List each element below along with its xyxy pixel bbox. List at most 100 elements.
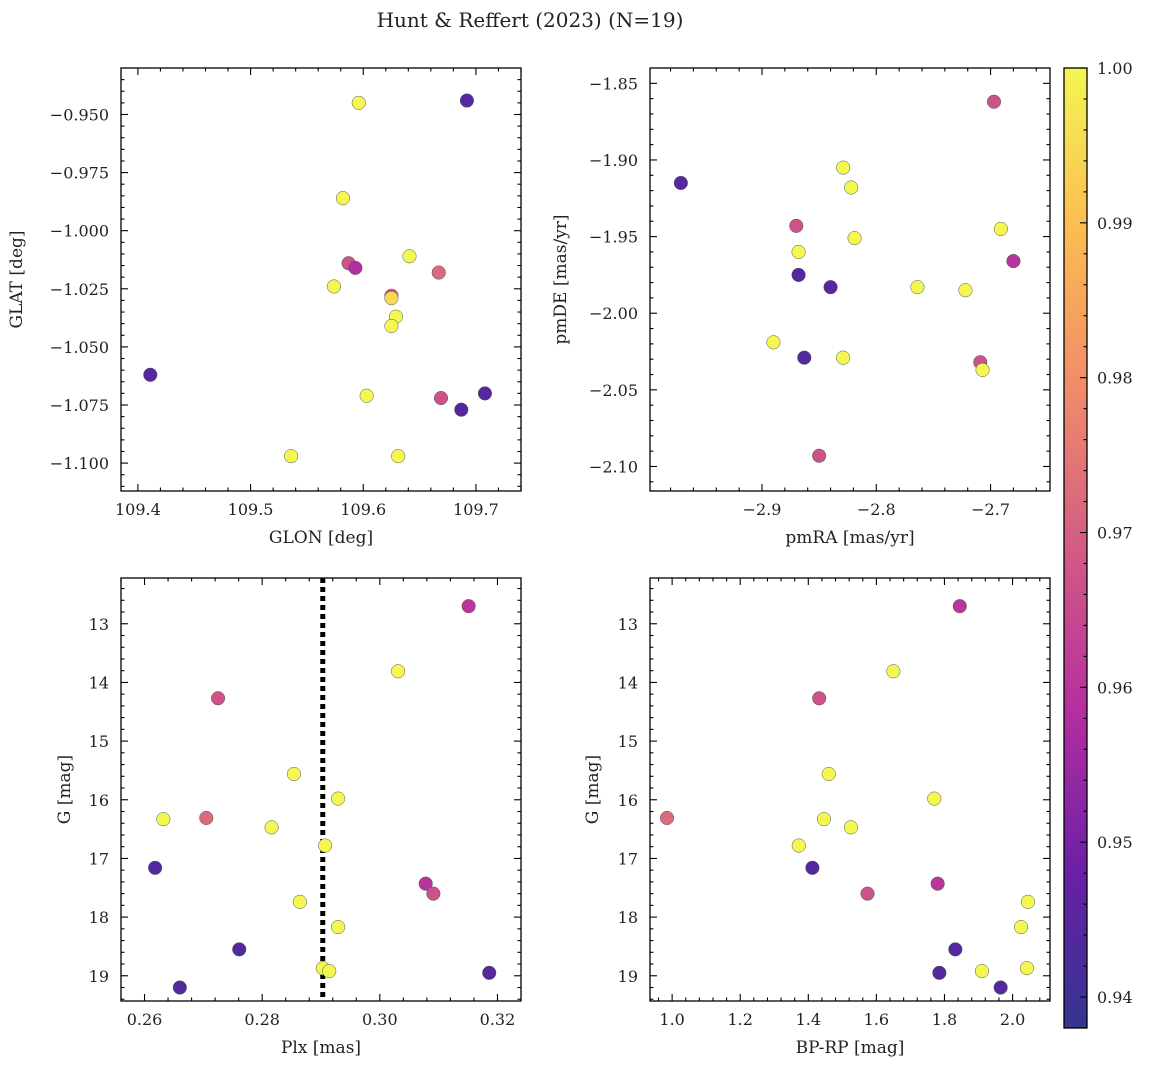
scatter-point [391,449,406,464]
panel-plx-g: 0.26 0.28 0.30 0.32 13 14 15 16 17 18 19 Plx [mas] G… [55,577,522,1058]
scatter-point [143,367,158,382]
scatter-point [948,942,963,957]
scatter-point [805,860,820,875]
scatter-point [952,599,967,614]
scatter-point [156,812,171,827]
scatter-point [1020,894,1035,909]
y-tick-label: −2.05 [589,381,638,400]
x-axis-label: BP-RP [mag] [796,1038,905,1058]
scatter-point [172,980,187,995]
x-tick-label: −2.7 [971,500,1010,519]
x-tick-label: 0.30 [362,1010,398,1029]
panel-bprp-g: 1.0 1.2 1.4 1.6 1.8 2.0 13 14 15 16 17 18 19 BP-RP [m… [583,577,1051,1058]
scatter-point [461,599,476,614]
scatter-point [836,160,851,175]
y-tick-label: −1.075 [50,396,109,415]
scatter-point [351,95,366,110]
scatter-point [318,838,333,853]
y-tick-label: 14 [89,673,109,692]
scatter-point [797,350,812,365]
axes-frame [120,67,522,492]
colorbar-tick-label: 0.97 [1097,524,1133,543]
scatter-point [958,283,973,298]
scatter-point [454,402,469,417]
scatter-point [384,318,399,334]
scatter-point [847,231,862,246]
colorbar-tick-label: 0.99 [1097,214,1133,233]
scatter-point [974,964,989,979]
scatter-point [843,820,858,835]
scatter-point [993,980,1008,995]
scatter-point [348,260,363,275]
axes-frame [649,67,1051,492]
x-axis-label: Plx [mas] [281,1038,361,1058]
scatter-point [812,691,827,706]
colorbar-tick-label: 0.96 [1097,678,1133,697]
y-tick-label: 14 [618,673,638,692]
y-tick-label: 13 [89,615,109,634]
scatter-point [322,964,337,979]
colorbar: 0.94 0.95 0.96 0.97 0.98 0.99 1.00 [1063,59,1133,1029]
y-tick-label: −1.85 [589,74,638,93]
scatter-point [286,766,301,782]
scatter-point [331,791,346,806]
x-tick-label: 0.26 [127,1010,163,1029]
x-tick-label: 1.8 [932,1010,957,1029]
y-tick-label: 15 [618,732,638,751]
scatter-point [148,860,163,875]
x-axis-label: GLON [deg] [269,528,373,548]
y-tick-label: 16 [618,791,638,810]
scatter-point [431,265,446,280]
scatter-point [986,94,1002,109]
y-tick-label: 18 [89,908,109,927]
scatter-point [284,449,299,464]
scatter-point [433,390,449,406]
colorbar-tick-label: 0.94 [1097,988,1133,1007]
scatter-point [1006,254,1021,269]
scatter-point [836,350,851,365]
x-tick-label: 109.4 [115,500,161,519]
scatter-point [789,218,804,233]
axes-frame [649,577,1051,1002]
y-tick-label: −0.975 [50,164,109,183]
scatter-point [766,335,781,350]
scatter-point [326,279,342,294]
colorbar-tick-label: 0.98 [1097,369,1133,388]
y-tick-label: 19 [89,967,109,986]
x-tick-label: 1.6 [864,1010,889,1029]
y-tick-label: −1.050 [50,338,109,357]
y-tick-label: −2.10 [589,457,638,476]
colorbar-tick-label: 1.00 [1097,59,1133,78]
scatter-point [821,766,836,782]
scatter-point [860,886,875,901]
scatter-point [673,175,688,190]
scatter-point [482,965,497,980]
scatter-point [844,180,859,195]
y-tick-label: −1.100 [50,454,109,473]
scatter-point [232,942,247,957]
scatter-point [791,838,806,853]
x-tick-label: 109.7 [453,500,499,519]
scatter-point [791,244,806,259]
scatter-point [1019,961,1034,976]
x-tick-label: −2.9 [743,500,782,519]
x-tick-label: 0.32 [480,1010,516,1029]
scatter-point [927,791,942,806]
scatter-point [823,280,838,295]
scatter-point [1014,920,1029,935]
y-axis-label: pmDE [mas/yr] [551,214,571,344]
scatter-point [335,191,351,206]
scatter-point [418,876,433,891]
y-tick-label: 19 [618,967,638,986]
x-tick-label: 0.28 [244,1010,280,1029]
y-tick-label: −1.025 [50,280,109,299]
x-tick-label: 2.0 [1000,1010,1025,1029]
x-tick-label: 109.5 [228,500,274,519]
x-axis-label: pmRA [mas/yr] [785,528,914,548]
y-axis-label: G [mag] [55,755,75,824]
scatter-point [384,291,399,306]
scatter-point [812,448,827,463]
scatter-point [477,386,492,401]
scatter-point [910,280,925,295]
